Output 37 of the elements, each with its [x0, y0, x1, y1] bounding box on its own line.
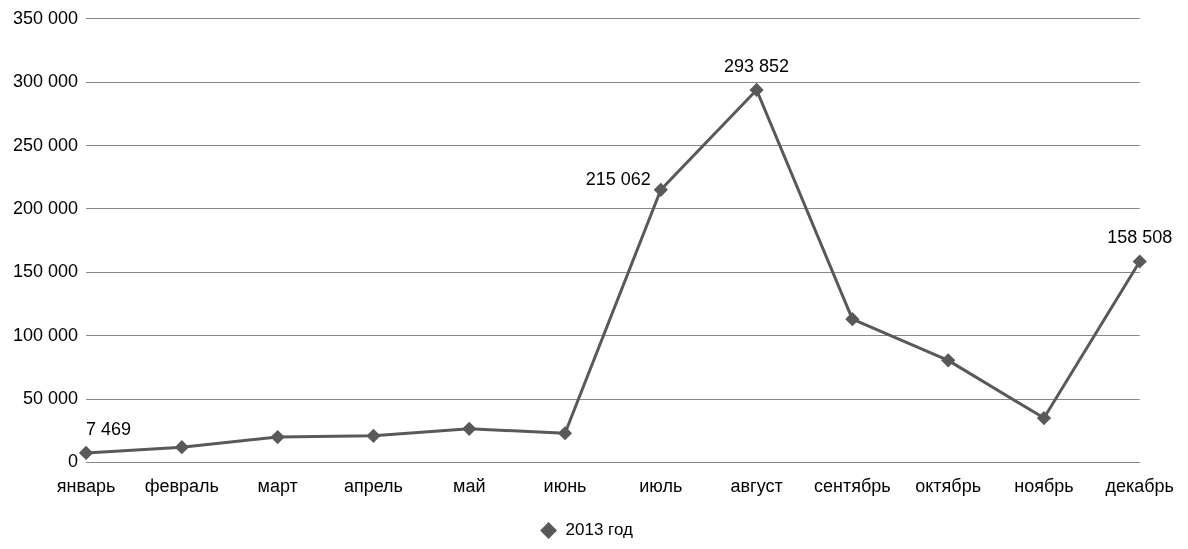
x-tick-label: ноябрь — [1014, 476, 1074, 497]
x-tick-label: август — [730, 476, 783, 497]
x-tick-label: декабрь — [1105, 476, 1174, 497]
y-tick-label: 150 000 — [12, 261, 79, 282]
y-tick-label: 0 — [68, 451, 79, 472]
point — [654, 183, 668, 197]
point — [462, 422, 476, 436]
point — [1037, 411, 1051, 425]
point — [175, 440, 189, 454]
x-tick-label: февраль — [144, 476, 219, 497]
x-tick-label: июнь — [543, 476, 587, 497]
point — [558, 426, 572, 440]
x-tick-label: январь — [56, 476, 116, 497]
x-tick-label: июль — [639, 476, 683, 497]
point — [271, 430, 285, 444]
x-tick-label: октябрь — [915, 476, 982, 497]
y-tick-label: 100 000 — [12, 324, 79, 345]
y-tick-label: 350 000 — [12, 7, 79, 28]
x-tick-label: март — [257, 476, 298, 497]
data-label: 215 062 — [585, 168, 651, 189]
y-tick-label: 200 000 — [12, 197, 79, 218]
data-label: 7 469 — [86, 418, 132, 439]
legend-label: 2013 год — [565, 520, 634, 540]
x-tick-label: апрель — [343, 476, 403, 497]
x-tick-label: май — [453, 476, 486, 497]
point — [750, 83, 764, 97]
x-tick-label: сентябрь — [814, 476, 891, 497]
data-label: 293 852 — [724, 55, 790, 76]
point — [79, 446, 93, 460]
point — [1133, 255, 1147, 268]
data-label: 158 508 — [1107, 227, 1173, 248]
y-tick-label: 300 000 — [12, 71, 79, 92]
y-tick-label: 250 000 — [12, 134, 79, 155]
point — [941, 353, 955, 367]
y-tick-label: 50 000 — [23, 388, 79, 408]
point — [366, 429, 380, 443]
point — [845, 312, 859, 326]
